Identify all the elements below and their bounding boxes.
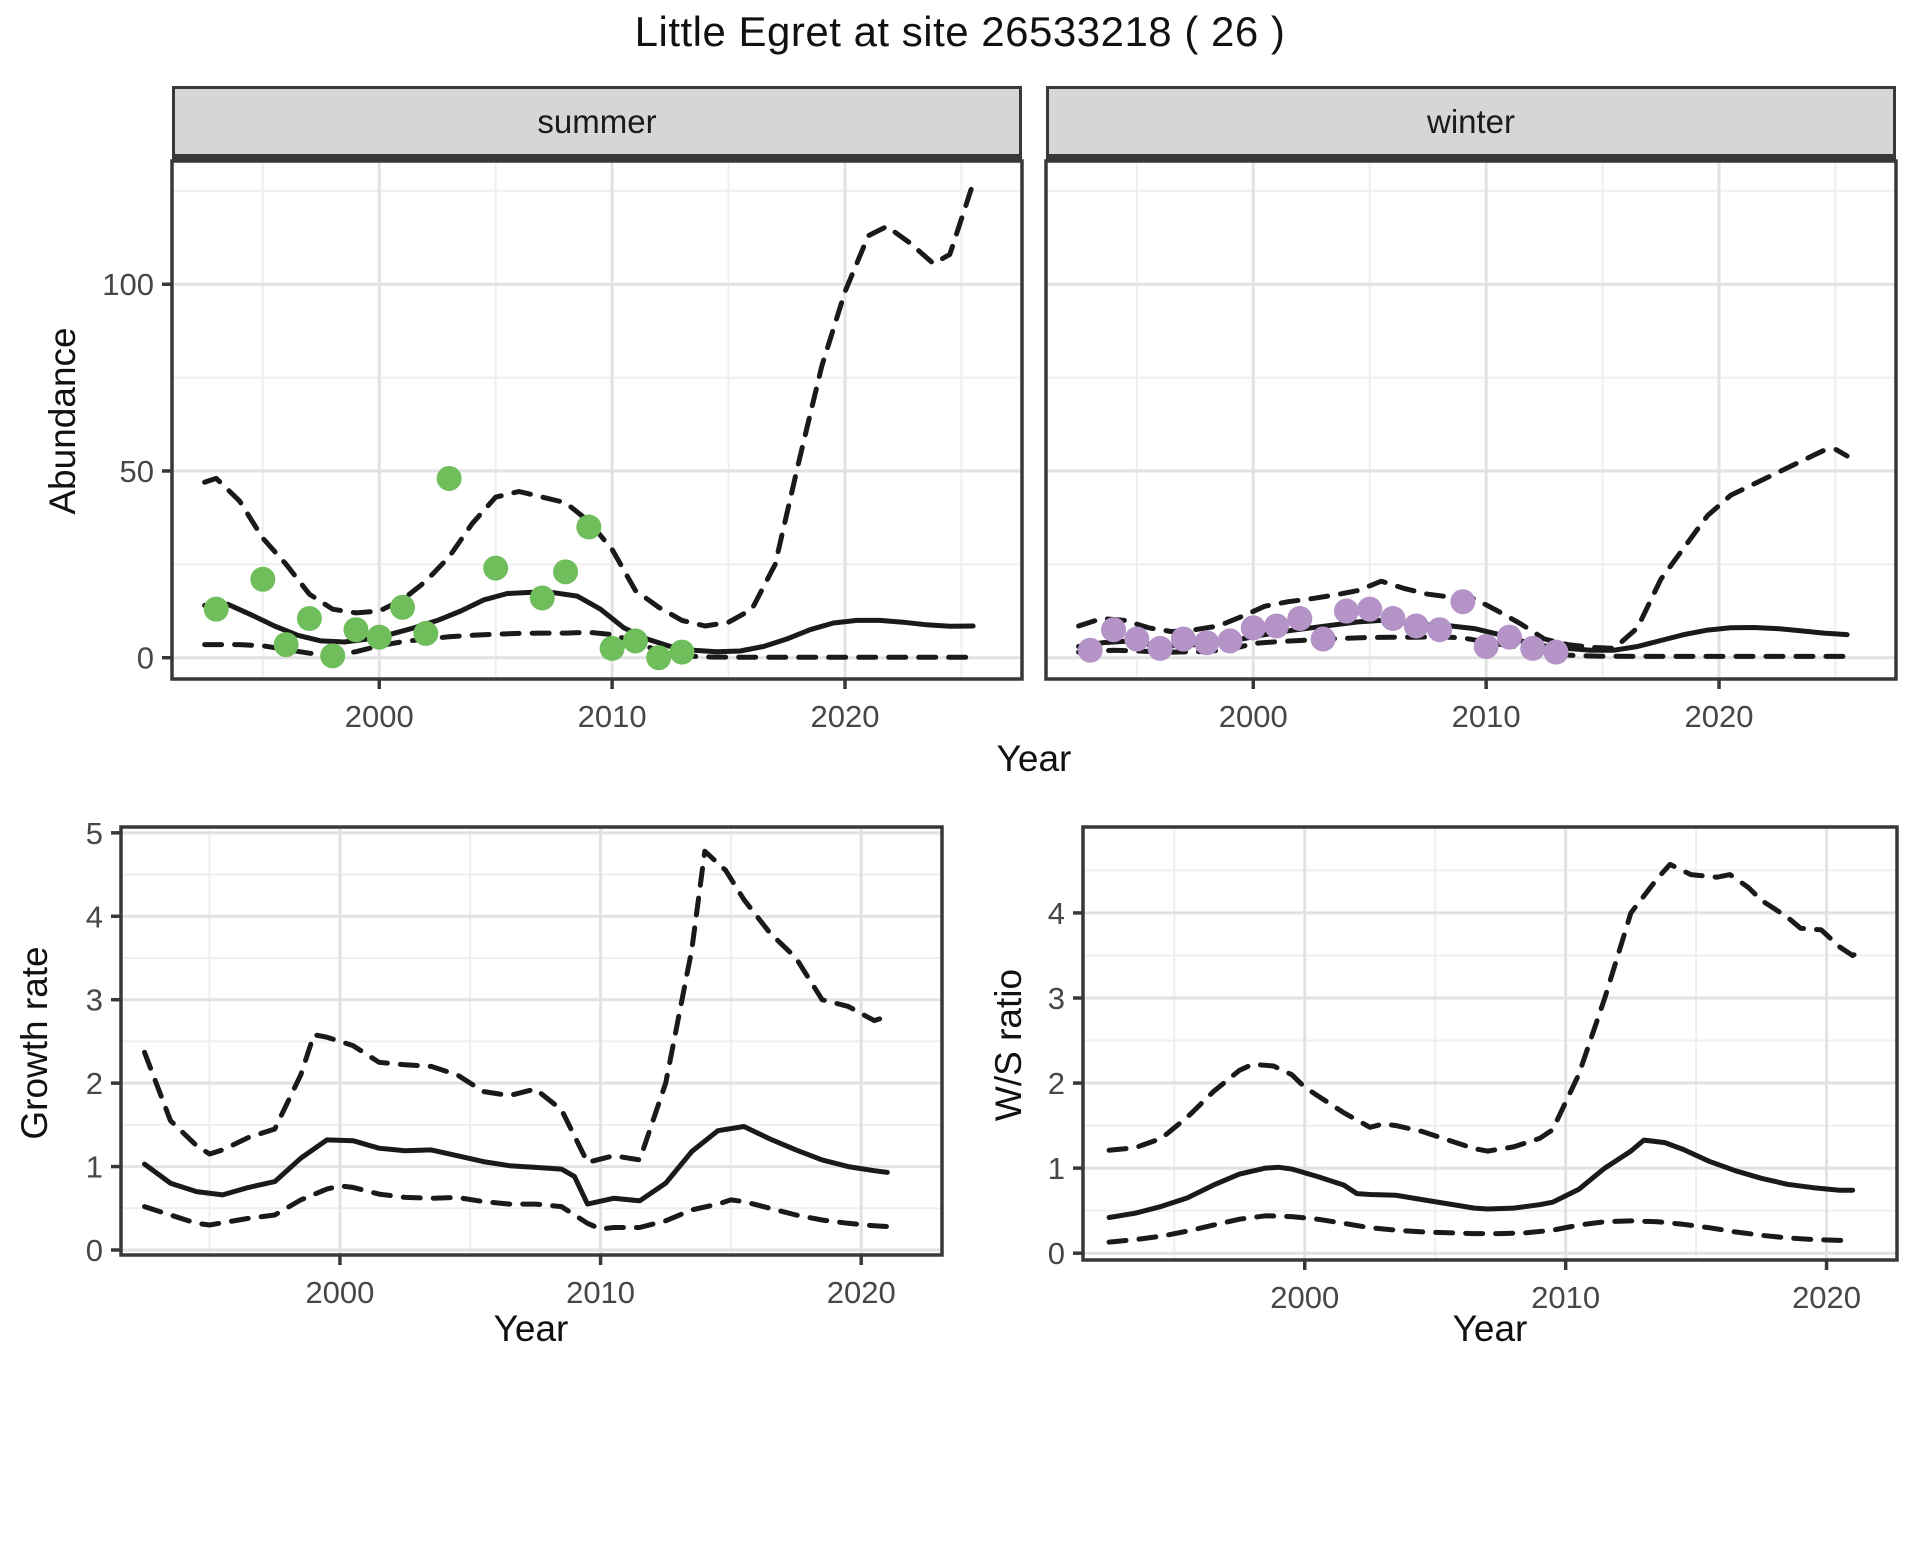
data-point	[669, 639, 695, 665]
data-point	[622, 628, 648, 654]
data-point	[320, 643, 346, 669]
ci-upper-line	[202, 180, 976, 629]
y-tick-label: 3	[1048, 981, 1065, 1016]
data-point	[1473, 634, 1499, 660]
x-axis-title-year-growth: Year	[493, 1308, 569, 1349]
y-tick-label: 1	[86, 1150, 103, 1185]
y-tick-label: 4	[1048, 896, 1065, 931]
data-point	[1101, 617, 1127, 643]
facet-strip-summer-label: summer	[537, 102, 657, 140]
data-point	[343, 617, 369, 643]
data-point	[250, 566, 276, 592]
data-point	[1287, 605, 1313, 631]
data-point	[1427, 617, 1453, 643]
y-tick-label: 2	[1048, 1066, 1065, 1101]
data-point	[1170, 626, 1196, 652]
x-tick-label: 2020	[811, 699, 880, 734]
x-tick-label: 2010	[578, 699, 647, 734]
data-point	[1240, 615, 1266, 641]
y-tick-label: 5	[86, 816, 103, 851]
ci-lower-line	[142, 1183, 890, 1232]
x-tick-label: 2020	[1685, 699, 1754, 734]
data-point	[273, 632, 299, 658]
y-tick-label: 2	[86, 1066, 103, 1101]
x-axis-title-year-ws: Year	[1452, 1308, 1528, 1349]
data-point	[1380, 605, 1406, 631]
data-point	[529, 585, 555, 611]
data-point	[1496, 624, 1522, 650]
data-point	[1077, 637, 1103, 663]
fit-line	[202, 589, 976, 655]
data-point	[576, 514, 602, 540]
data-point	[1357, 596, 1383, 622]
x-tick-label: 2010	[1452, 699, 1521, 734]
ci-upper-line	[1076, 446, 1850, 651]
y-tick-label: 3	[86, 983, 103, 1018]
data-point	[203, 596, 229, 622]
page-title: Little Egret at site 26533218 ( 26 )	[634, 8, 1286, 55]
ws_ratio-layer	[1106, 861, 1863, 1245]
panel-border	[119, 825, 944, 1257]
data-point	[390, 594, 416, 620]
y-tick-label: 50	[120, 454, 154, 489]
y-tick-label: 0	[86, 1233, 103, 1268]
data-point	[1194, 630, 1220, 656]
data-point	[296, 605, 322, 631]
x-tick-label: 2020	[827, 1275, 896, 1310]
facet-strip-winter-label: winter	[1426, 102, 1516, 140]
abundance_summer-layer	[202, 180, 976, 671]
x-tick-label: 2010	[566, 1275, 635, 1310]
x-axis-title-year-top: Year	[996, 738, 1072, 779]
y-tick-label: 0	[1048, 1236, 1065, 1271]
data-point	[1450, 589, 1476, 615]
data-point	[1520, 635, 1546, 661]
data-point	[1147, 635, 1173, 661]
data-point	[413, 620, 439, 646]
fit-line	[142, 1124, 890, 1207]
y-tick-label: 4	[86, 899, 103, 934]
x-tick-label: 2000	[345, 699, 414, 734]
x-tick-label: 2020	[1792, 1280, 1861, 1315]
growth_rate-layer	[142, 848, 890, 1232]
ci-lower-line	[202, 629, 976, 660]
data-point	[483, 555, 509, 581]
data-point	[1310, 626, 1336, 652]
panel-border	[170, 159, 1024, 681]
x-tick-label: 2000	[305, 1275, 374, 1310]
data-point	[1333, 598, 1359, 624]
x-tick-label: 2000	[1270, 1280, 1339, 1315]
ci-lower-line	[1106, 1213, 1856, 1245]
data-point	[599, 635, 625, 661]
data-point	[1543, 639, 1569, 665]
facet-strip-winter: winter	[1046, 86, 1896, 161]
x-tick-label: 2010	[1531, 1280, 1600, 1315]
y-tick-label: 100	[102, 267, 154, 302]
ci-upper-line	[1106, 861, 1863, 1154]
data-point	[366, 624, 392, 650]
data-point	[436, 465, 462, 491]
data-point	[1217, 628, 1243, 654]
data-point	[1403, 613, 1429, 639]
panel-border	[1081, 825, 1899, 1262]
facet-strip-summer: summer	[172, 86, 1022, 161]
y-tick-label: 1	[1048, 1151, 1065, 1186]
ci-upper-line	[142, 848, 890, 1165]
y-tick-label: 0	[137, 641, 154, 676]
abundance_winter-layer	[1076, 446, 1850, 665]
panel-border	[1044, 159, 1898, 681]
data-point	[553, 559, 579, 585]
data-point	[1124, 626, 1150, 652]
x-tick-label: 2000	[1219, 699, 1288, 734]
data-point	[646, 645, 672, 671]
data-point	[1264, 613, 1290, 639]
fit-line	[1106, 1137, 1856, 1220]
